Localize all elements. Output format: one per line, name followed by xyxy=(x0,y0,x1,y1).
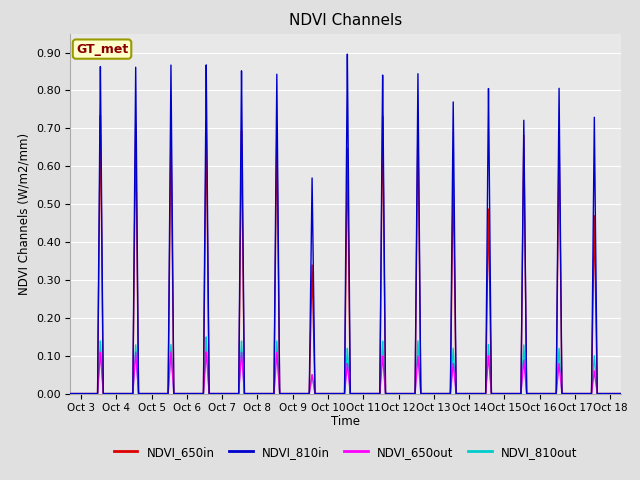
Title: NDVI Channels: NDVI Channels xyxy=(289,13,402,28)
X-axis label: Time: Time xyxy=(331,415,360,428)
Y-axis label: NDVI Channels (W/m2/mm): NDVI Channels (W/m2/mm) xyxy=(17,132,30,295)
Text: GT_met: GT_met xyxy=(76,43,128,56)
Legend: NDVI_650in, NDVI_810in, NDVI_650out, NDVI_810out: NDVI_650in, NDVI_810in, NDVI_650out, NDV… xyxy=(109,441,582,463)
